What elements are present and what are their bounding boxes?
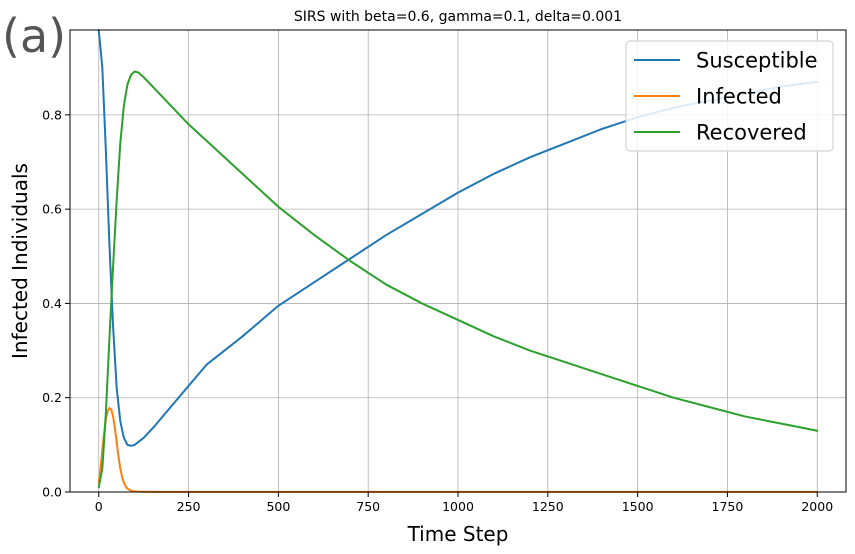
series-line-recovered (97, 70, 819, 489)
y-tick-label: 0.2 (42, 390, 62, 405)
chart-title: SIRS with beta=0.6, gamma=0.1, delta=0.0… (294, 9, 622, 25)
x-tick-label: 1500 (622, 499, 654, 514)
y-tick-label: 0.6 (42, 202, 62, 217)
legend-box (625, 40, 834, 152)
legend-label-infected: Infected (696, 85, 782, 109)
legend: Susceptible Infected Recovered (625, 40, 834, 152)
y-tick-label: 0.8 (42, 107, 62, 122)
y-tick-label: 0.4 (42, 296, 62, 311)
x-tick-label: 2000 (801, 499, 833, 514)
axis-ticks: 0 250 500 750 1000 1250 1500 1750 2000 0.0 0.2 0.4 0… (42, 107, 833, 514)
x-tick-label: 1750 (712, 499, 744, 514)
y-axis-label: Infected Individuals (8, 163, 32, 359)
x-tick-label: 0 (95, 499, 103, 514)
x-tick-label: 750 (356, 499, 380, 514)
x-axis-label: Time Step (407, 522, 509, 546)
panel-label: (a) (2, 9, 66, 63)
x-tick-label: 1250 (532, 499, 564, 514)
x-tick-label: 250 (177, 499, 201, 514)
legend-label-recovered: Recovered (696, 121, 807, 145)
y-tick-label: 0.0 (42, 485, 62, 500)
legend-label-susceptible: Susceptible (696, 49, 818, 73)
x-tick-label: 1000 (442, 499, 474, 514)
x-tick-label: 500 (266, 499, 290, 514)
